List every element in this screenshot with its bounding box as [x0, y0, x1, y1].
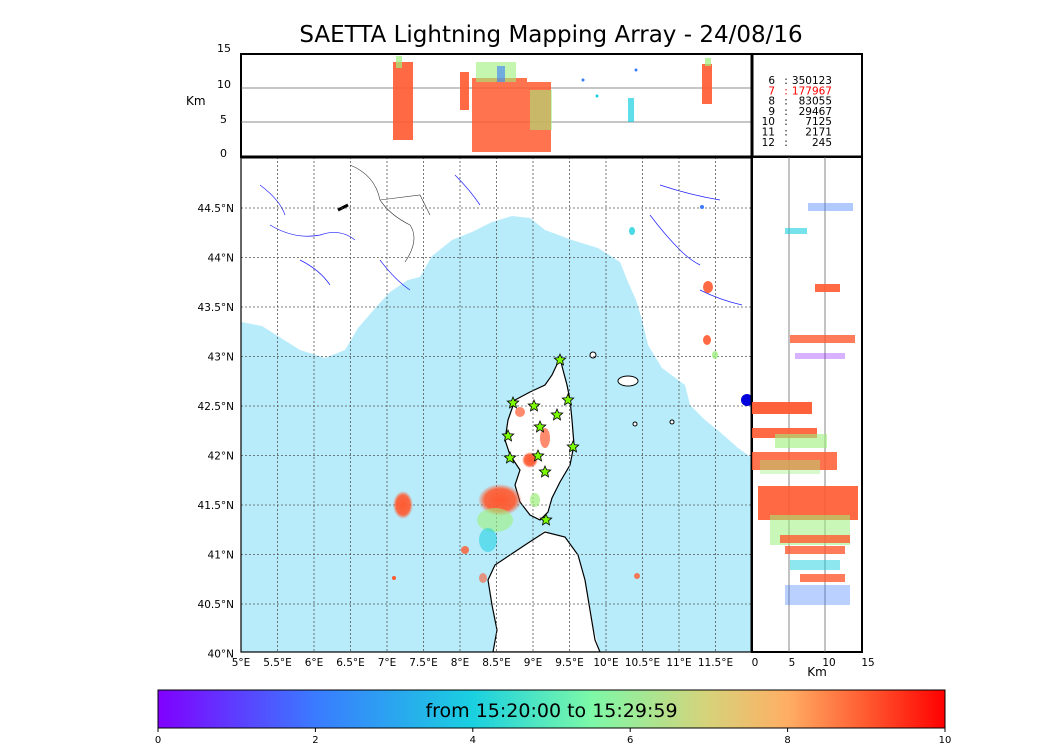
lon-tick: 10.5°E: [625, 657, 660, 669]
alt-xlabel: Km: [807, 665, 827, 679]
colorbar-tick: 4: [470, 735, 476, 746]
colorbar-tick: 6: [627, 735, 633, 746]
stat-sep: :: [784, 137, 788, 149]
lat-tick: 42.5°N: [198, 401, 234, 413]
station-star: [566, 439, 580, 453]
lon-tick: 8.5°E: [482, 657, 511, 669]
lon-tick: 6°E: [305, 657, 324, 669]
station-star: [506, 395, 520, 409]
stat-label: 9: [768, 106, 775, 118]
lon-tick: 9.5°E: [555, 657, 584, 669]
stat-label: 8: [768, 96, 775, 108]
station-star: [527, 398, 541, 412]
map-grid: [241, 157, 752, 652]
station-count-table: 6:3501237:1779678:830559:2946710:712511:…: [762, 75, 832, 149]
stat-sep: :: [784, 85, 788, 97]
lat-tick: 43.5°N: [198, 302, 234, 314]
colorbar-tick: 10: [939, 735, 952, 746]
stat-sep: :: [784, 116, 788, 128]
lat-tick: 44.5°N: [198, 203, 234, 215]
lat-tick: 43°N: [208, 352, 234, 364]
colorbar-tick: 0: [155, 735, 161, 746]
station-star: [550, 407, 564, 421]
alt-lat-lightning-sources: [752, 203, 858, 605]
station-star: [533, 419, 547, 433]
lon-tick: 7.5°E: [409, 657, 438, 669]
colorbar-tick: 2: [312, 735, 318, 746]
stat-value: 245: [812, 137, 832, 149]
alt-ytick: 15: [217, 42, 231, 55]
alt-ytick: 10: [217, 78, 231, 91]
altitude-latitude-panel: 0 5 10 15 Km: [751, 156, 875, 679]
lon-tick: 7°E: [378, 657, 397, 669]
lon-tick: 11°E: [666, 657, 691, 669]
stat-sep: :: [784, 96, 788, 108]
radar-marker: [741, 394, 752, 406]
alt-ylabel: Km: [186, 94, 206, 108]
lon-tick: 8°E: [451, 657, 470, 669]
lon-tick: 10°E: [593, 657, 618, 669]
stat-value: 350123: [792, 75, 832, 87]
km-tick: 0: [752, 657, 759, 669]
map-panel: 5°E 5.5°E 6°E 6.5°E 7°E 7.5°E 8°E 8.5°E 9°E 9.5°E…: [198, 54, 862, 669]
km-tick: 10: [822, 657, 835, 669]
lon-tick: 5.5°E: [263, 657, 292, 669]
altitude-time-panel: 15 10 5 0 Km: [186, 42, 753, 160]
lat-tick: 41.5°N: [198, 500, 234, 512]
km-tick: 5: [789, 657, 796, 669]
stat-label: 7: [768, 85, 775, 97]
stat-sep: :: [784, 75, 788, 87]
rivers: [259, 174, 743, 306]
station-star: [539, 512, 553, 526]
stat-value: 83055: [799, 96, 832, 108]
lat-tick: 41°N: [208, 550, 234, 562]
stat-value: 177967: [792, 85, 832, 97]
map-lightning-sources: [392, 205, 718, 583]
stat-label: 11: [762, 127, 775, 139]
corsica-island: [504, 356, 575, 521]
alt-ytick: 5: [220, 113, 227, 126]
stat-sep: :: [784, 127, 788, 139]
km-tick: 15: [861, 657, 874, 669]
lon-tick: 9°E: [524, 657, 543, 669]
station-star: [538, 464, 552, 478]
colorbar-tick: 8: [784, 735, 790, 746]
lat-tick: 42°N: [208, 451, 234, 463]
stat-label: 6: [768, 75, 775, 87]
station-star: [503, 450, 517, 464]
stat-value: 2171: [805, 127, 832, 139]
colorbar: [157, 689, 946, 729]
stat-value: 7125: [805, 116, 832, 128]
lat-tick: 40°N: [208, 649, 234, 661]
stat-sep: :: [784, 106, 788, 118]
lon-tick: 11.5°E: [698, 657, 733, 669]
stat-label: 10: [762, 116, 775, 128]
lat-tick: 44°N: [208, 253, 234, 265]
station-star: [561, 392, 575, 406]
lat-tick: 40.5°N: [198, 599, 234, 611]
station-star: [553, 352, 567, 366]
station-star: [501, 428, 515, 442]
station-star: [531, 448, 545, 462]
altitude-lightning-sources: [393, 56, 712, 152]
stat-value: 29467: [799, 106, 832, 118]
lma-stations: [501, 352, 580, 526]
stat-label: 12: [762, 137, 775, 149]
colorbar-label: from 15:20:00 to 15:29:59: [425, 700, 678, 722]
lon-tick: 5°E: [232, 657, 251, 669]
plot-title: SAETTA Lightning Mapping Array - 24/08/1…: [299, 22, 803, 48]
alt-ytick: 0: [220, 147, 227, 160]
lon-tick: 6.5°E: [336, 657, 365, 669]
